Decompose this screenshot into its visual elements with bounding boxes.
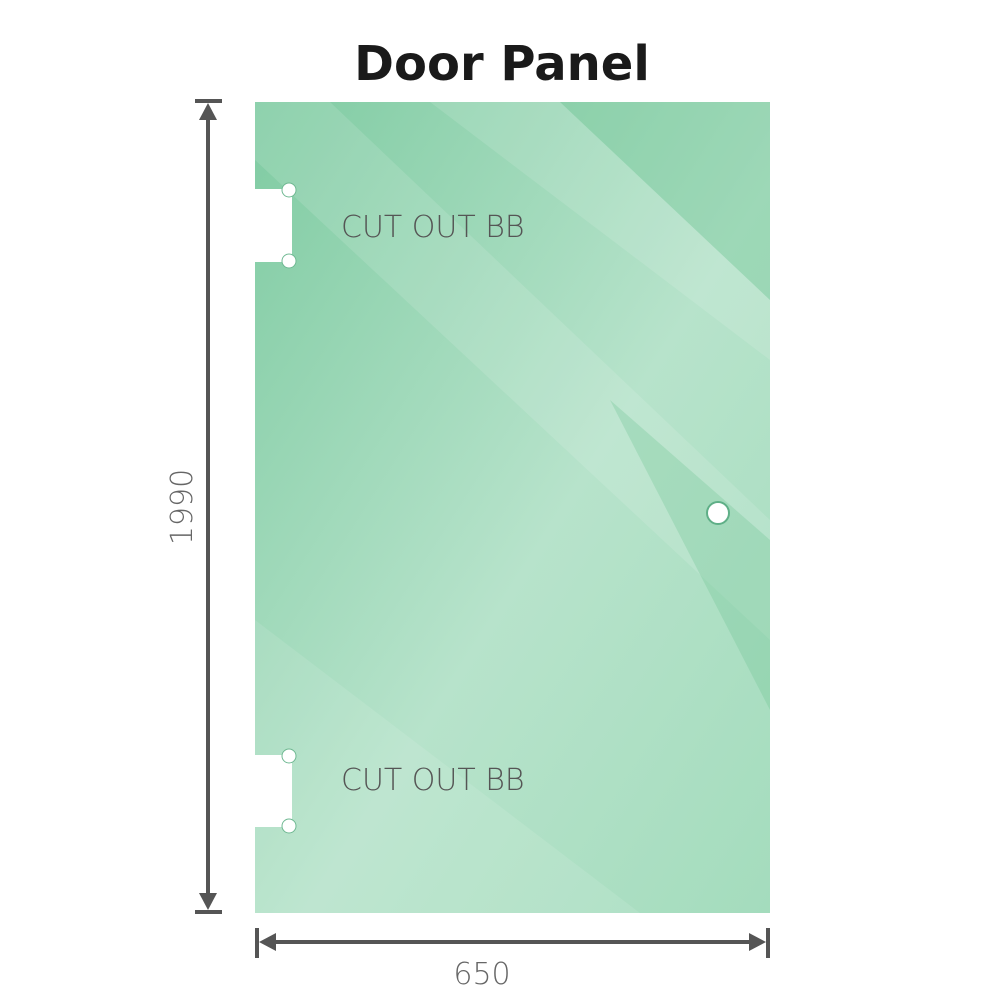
handle-hole [706, 501, 730, 525]
cutout-top [250, 182, 297, 269]
height-dimension-line [195, 99, 222, 914]
glass-shade [610, 400, 770, 710]
cutout-bottom [250, 748, 297, 834]
glass-panel [255, 102, 770, 913]
width-dimension-line [255, 928, 770, 958]
width-label: 650 [453, 957, 510, 992]
cutout-label-top: CUT OUT BB [341, 210, 525, 245]
height-label: 1990 [165, 469, 200, 545]
cutout-label-bottom: CUT OUT BB [341, 763, 525, 798]
glass-reflection [255, 102, 770, 640]
glass-reflection [430, 102, 770, 360]
glass-shade [560, 102, 770, 300]
glass-reflection [255, 620, 640, 913]
diagram-title: Door Panel [354, 36, 650, 92]
